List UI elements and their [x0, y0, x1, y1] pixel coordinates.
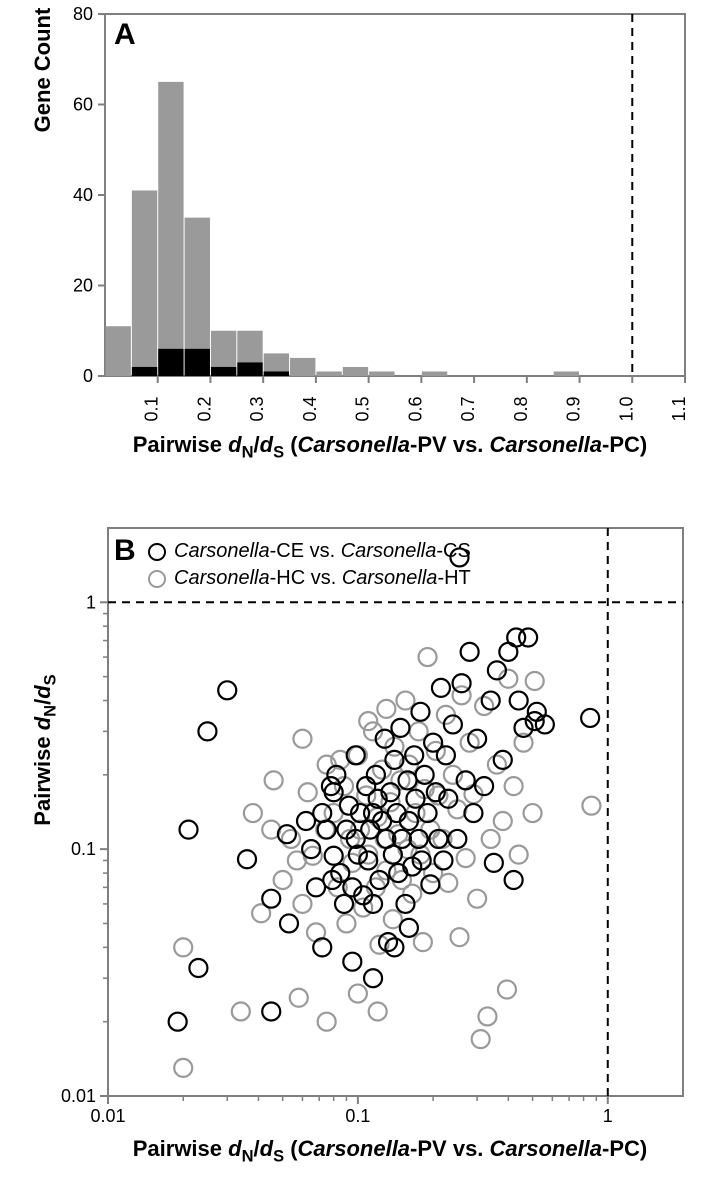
panel-b-ylabel: Pairwise dN/dS	[30, 620, 60, 880]
legend-row-gray: Carsonella-HC vs. Carsonella-HT	[148, 567, 471, 590]
panel-b-legend: Carsonella-CE vs. Carsonella-CS Carsonel…	[148, 540, 471, 594]
legend-label-black: Carsonella-CE vs. Carsonella-CS	[174, 540, 471, 563]
svg-text:1: 1	[603, 1106, 613, 1126]
svg-text:1: 1	[86, 592, 96, 612]
legend-row-black: Carsonella-CE vs. Carsonella-CS	[148, 540, 471, 563]
legend-marker-black	[148, 543, 166, 561]
legend-marker-gray	[148, 570, 166, 588]
svg-text:0.1: 0.1	[71, 839, 96, 859]
svg-text:0.1: 0.1	[345, 1106, 370, 1126]
panel-b-xlabel: Pairwise dN/dS (Carsonella-PV vs. Carson…	[70, 1136, 710, 1166]
legend-label-gray: Carsonella-HC vs. Carsonella-HT	[174, 567, 471, 590]
svg-text:0.01: 0.01	[90, 1106, 125, 1126]
svg-text:0.01: 0.01	[61, 1086, 96, 1106]
